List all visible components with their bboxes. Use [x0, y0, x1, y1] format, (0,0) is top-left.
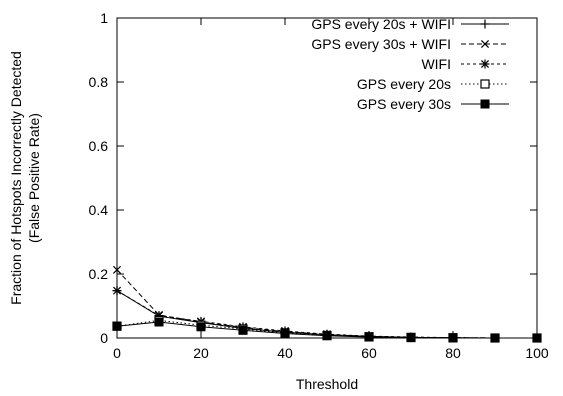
y-tick-label: 0.8 — [89, 74, 109, 90]
legend-entry: GPS every 20s + WIFI — [311, 16, 509, 32]
legend-label: WIFI — [421, 56, 451, 72]
plot-area: 0 20 40 60 80 100 0 0.2 0.4 0.6 0.8 1 — [89, 10, 549, 361]
data-point — [490, 333, 500, 343]
data-point — [112, 265, 122, 274]
x-tick-label: 60 — [361, 345, 377, 361]
plot-frame — [116, 17, 538, 339]
y-axis-title-line-1: Fraction of Hotspots Incorrectly Detecte… — [8, 51, 24, 305]
data-point — [196, 322, 206, 332]
y-tick-label: 0.4 — [89, 202, 109, 218]
y-tick-label: 1 — [100, 10, 108, 26]
legend-label: GPS every 30s + WIFI — [311, 36, 451, 52]
x-tick-label: 0 — [113, 345, 121, 361]
legend-marker — [480, 39, 490, 49]
x-tick-label: 20 — [193, 345, 209, 361]
y-tick-label: 0 — [100, 330, 108, 346]
x-tick-label: 40 — [277, 345, 293, 361]
data-point — [154, 317, 164, 327]
data-point — [112, 321, 122, 331]
legend-label: GPS every 20s + WIFI — [311, 16, 451, 32]
legend-entry: GPS every 30s + WIFI — [311, 36, 509, 52]
series-line — [116, 269, 537, 339]
legend-marker — [480, 99, 490, 109]
legend-entry: WIFI — [421, 56, 509, 72]
y-tick-label: 0.2 — [89, 266, 109, 282]
data-point — [364, 332, 374, 342]
legend-label: GPS every 30s — [357, 96, 451, 112]
y-axis-title-line-2: (False Positive Rate) — [26, 113, 42, 243]
legend-marker — [480, 19, 490, 29]
data-point — [448, 333, 458, 343]
data-point — [406, 333, 416, 343]
legend-label: GPS every 20s — [357, 76, 451, 92]
data-point — [280, 329, 290, 339]
data-point — [112, 286, 122, 296]
y-axis-title: Fraction of Hotspots Incorrectly Detecte… — [8, 51, 42, 305]
legend-marker — [480, 79, 490, 89]
data-point — [322, 331, 332, 341]
x-tick-label: 80 — [445, 345, 461, 361]
data-point — [238, 325, 248, 335]
data-point — [532, 333, 542, 343]
legend-marker — [480, 59, 490, 69]
x-axis-title: Threshold — [296, 376, 358, 392]
legend-entry: GPS every 20s — [357, 76, 509, 92]
y-tick-label: 0.6 — [89, 138, 109, 154]
legend: GPS every 20s + WIFI GPS every 30s + WIFI… — [311, 16, 509, 112]
series-5 — [112, 317, 542, 343]
x-tick-label: 100 — [525, 345, 549, 361]
legend-entry: GPS every 30s — [357, 96, 509, 112]
